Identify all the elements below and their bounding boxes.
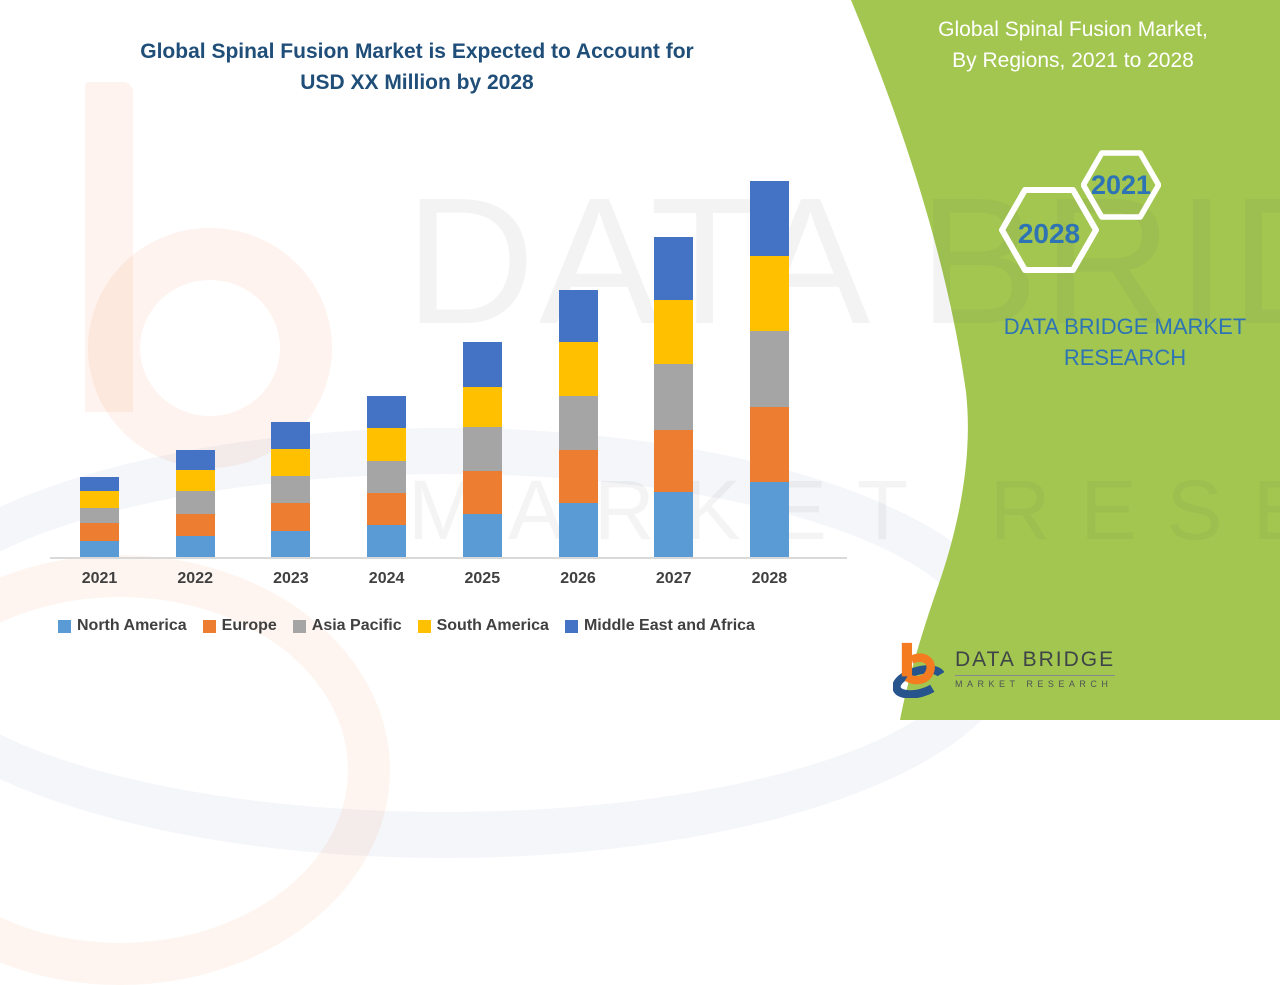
bar-2025 — [462, 342, 502, 557]
legend-label: Middle East and Africa — [583, 617, 755, 634]
x-axis-label-2023: 2023 — [273, 570, 309, 587]
bar-2026 — [558, 290, 598, 557]
bar-segment-asia-pacific — [462, 427, 502, 471]
x-axis-label-2021: 2021 — [81, 570, 118, 587]
bar-segment-asia-pacific — [654, 364, 694, 430]
bar-segment-europe — [749, 407, 789, 482]
data-bridge-logo-icon — [893, 642, 945, 698]
hexagon-outline-icon — [1081, 150, 1161, 220]
logo-tagline: MARKET RESEARCH — [955, 678, 1113, 689]
bar-segment-europe — [654, 430, 694, 492]
bar-segment-middle-east-and-africa — [271, 422, 311, 449]
x-axis-label-2028: 2028 — [751, 570, 788, 587]
bar-segment-middle-east-and-africa — [175, 450, 215, 470]
logo-text-block: DATA BRIDGE MARKET RESEARCH — [955, 648, 1116, 689]
x-axis-label-2025: 2025 — [464, 570, 501, 587]
bar-segment-north-america — [367, 525, 407, 557]
panel-brand-text: DATA BRIDGE MARKET RESEARCH — [955, 311, 1280, 373]
bar-segment-south-america — [367, 428, 407, 461]
bar-segment-north-america — [654, 492, 694, 557]
bar-segment-south-america — [558, 342, 598, 396]
legend-swatch-icon — [58, 619, 71, 633]
bar-2023 — [271, 422, 311, 557]
bar-segment-europe — [462, 471, 502, 514]
legend-swatch-icon — [564, 619, 578, 633]
bar-segment-asia-pacific — [271, 476, 311, 503]
x-axis-line — [50, 557, 847, 559]
bar-segment-middle-east-and-africa — [749, 181, 789, 256]
x-axis-label-2022: 2022 — [177, 570, 213, 587]
green-panel-background — [851, 0, 1280, 720]
bar-segment-asia-pacific — [558, 396, 598, 450]
legend-label: South America — [436, 617, 549, 634]
bar-segment-middle-east-and-africa — [558, 290, 598, 342]
legend-swatch-icon — [292, 619, 306, 633]
bar-2024 — [367, 396, 407, 557]
chart-title-line1: Global Spinal Fusion Market is Expected … — [140, 40, 694, 63]
x-axis-label-2024: 2024 — [368, 570, 405, 587]
bar-segment-europe — [80, 523, 119, 541]
bar-segment-middle-east-and-africa — [654, 237, 694, 300]
bar-segment-north-america — [80, 541, 119, 557]
bar-2028 — [749, 181, 789, 557]
panel-heading-line1: Global Spinal Fusion Market, — [938, 18, 1208, 41]
hexagon-2028-label: 2028 — [1017, 218, 1081, 249]
bar-segment-north-america — [749, 482, 789, 557]
bar-segment-europe — [558, 450, 598, 503]
bar-segment-south-america — [80, 491, 119, 508]
watermark-text-line1: DATA BRIDGE — [405, 161, 1280, 362]
bar-segment-south-america — [654, 300, 694, 364]
bar-segment-south-america — [749, 256, 789, 331]
chart-title: Global Spinal Fusion Market is Expected … — [60, 36, 774, 98]
legend-label: North America — [77, 617, 187, 634]
legend-item-asia-pacific: Asia Pacific — [292, 617, 402, 635]
hexagon-2028: 2028 — [999, 186, 1099, 274]
bar-segment-south-america — [462, 387, 502, 427]
legend-swatch-icon — [417, 619, 431, 633]
bar-segment-north-america — [462, 514, 502, 557]
chart-title-line2: USD XX Million by 2028 — [300, 71, 534, 94]
x-axis-label-2026: 2026 — [560, 570, 596, 587]
chart-legend: North America Europe Asia Pacific South Ame… — [58, 617, 848, 635]
bar-2022 — [175, 450, 215, 557]
company-logo: DATA BRIDGE MARKET RESEARCH — [893, 638, 1116, 698]
panel-heading: Global Spinal Fusion Market, By Regions,… — [890, 14, 1256, 76]
legend-item-south-america: South America — [417, 617, 549, 635]
x-axis-label-2027: 2027 — [655, 570, 692, 587]
bar-segment-south-america — [271, 449, 311, 476]
bar-segment-south-america — [175, 470, 215, 491]
legend-label: Asia Pacific — [311, 617, 402, 634]
bar-segment-asia-pacific — [749, 331, 789, 407]
legend-swatch-icon — [202, 619, 216, 633]
bar-segment-asia-pacific — [80, 508, 119, 523]
watermark-text-line2: MARKET RESEARCH — [408, 463, 1280, 557]
bar-segment-middle-east-and-africa — [367, 396, 407, 428]
panel-heading-line2: By Regions, 2021 to 2028 — [952, 49, 1194, 72]
bar-segment-north-america — [175, 536, 215, 557]
bar-2021 — [80, 477, 119, 557]
logo-name: DATA BRIDGE — [955, 648, 1116, 676]
bar-segment-middle-east-and-africa — [462, 342, 502, 387]
panel-brand-line1: DATA BRIDGE MARKET — [1003, 314, 1247, 339]
panel-brand-line2: RESEARCH — [1063, 345, 1187, 370]
bar-segment-asia-pacific — [175, 491, 215, 514]
bar-segment-north-america — [558, 503, 598, 557]
hexagon-2021-label: 2021 — [1090, 169, 1152, 200]
bar-segment-north-america — [271, 531, 311, 557]
legend-label: Europe — [221, 617, 277, 634]
bar-segment-europe — [271, 503, 311, 531]
bar-2027 — [654, 237, 694, 557]
bar-segment-europe — [175, 514, 215, 536]
hexagon-outline-icon — [999, 187, 1099, 273]
bar-segment-middle-east-and-africa — [80, 477, 119, 491]
legend-item-middle-east-and-africa: Middle East and Africa — [564, 617, 755, 635]
legend-item-europe: Europe — [202, 617, 277, 635]
bar-segment-asia-pacific — [367, 461, 407, 493]
plot-area: 2021 2022 2023 2024 2025 2026 2027 2028 — [55, 181, 835, 587]
legend-item-north-america: North America — [58, 617, 187, 635]
hexagon-2021: 2021 — [1081, 149, 1161, 221]
bar-segment-europe — [367, 493, 407, 525]
